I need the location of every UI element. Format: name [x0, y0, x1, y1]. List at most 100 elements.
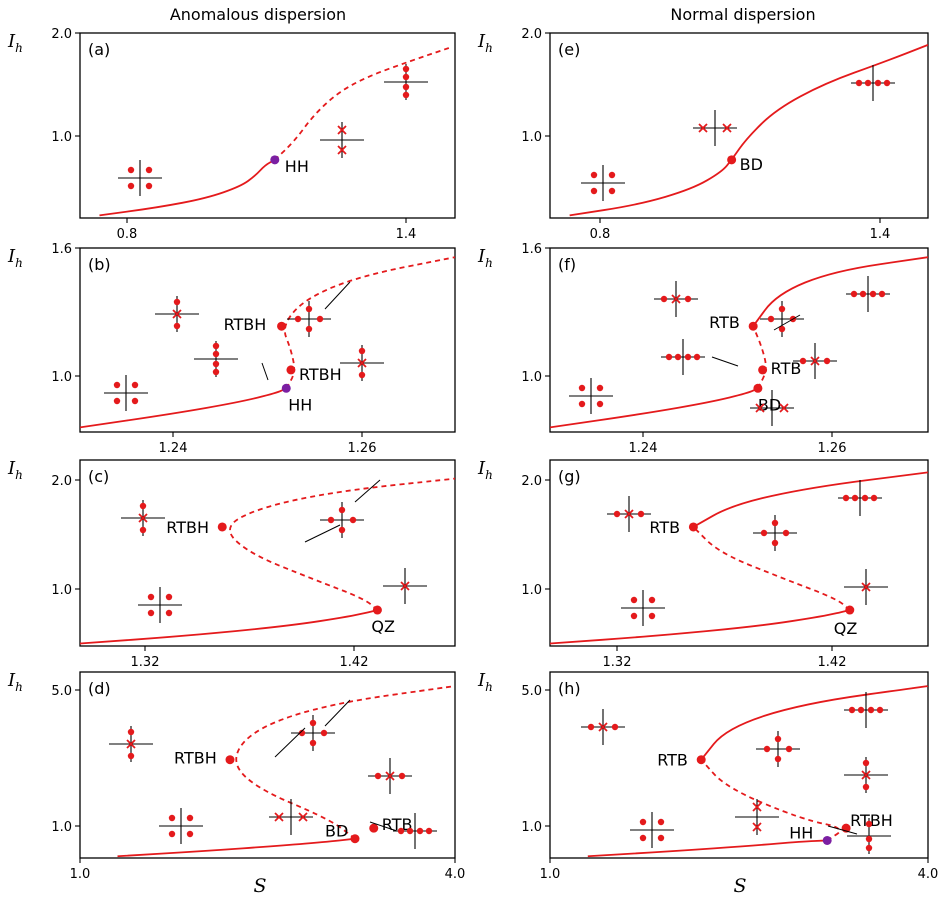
bifurcation-label: QZ	[371, 617, 395, 636]
bifurcation-point-rtb	[749, 322, 758, 331]
y-tick-label: 1.0	[51, 820, 72, 835]
x-tick-label: 0.8	[590, 227, 611, 242]
y-axis-label: Ih	[477, 670, 493, 694]
eigenvalue-dot	[399, 773, 405, 779]
eigenvalue-dot	[114, 398, 120, 404]
eigenvalue-inset	[384, 64, 428, 100]
panel-frame	[80, 33, 455, 218]
x-axis-label-right: S	[733, 875, 746, 897]
eigenvalue-dot	[694, 354, 700, 360]
y-tick-label: 2.0	[521, 27, 542, 42]
eigenvalue-dot	[169, 815, 175, 821]
eigenvalue-dot	[403, 84, 409, 90]
unstable-branch	[701, 760, 839, 841]
bifurcation-point-bd	[753, 384, 762, 393]
panel-letter: (b)	[88, 255, 111, 274]
panel-h: 1.0 4.0 1.0 5.0 Ih (h) RTB RTBH HH	[477, 670, 938, 882]
bifurcation-label: RTB	[649, 518, 680, 537]
y-axis-label: Ih	[477, 458, 493, 482]
eigenvalue-dot	[187, 831, 193, 837]
y-axis-label: Ih	[7, 458, 23, 482]
eigenvalue-inset	[753, 515, 797, 551]
eigenvalue-dot	[772, 520, 778, 526]
eigenvalue-dot	[879, 291, 885, 297]
eigenvalue-dot	[187, 815, 193, 821]
stable-branch	[99, 160, 274, 216]
eigenvalue-dot	[775, 736, 781, 742]
eigenvalue-dot	[638, 511, 644, 517]
eigenvalue-inset	[607, 496, 651, 532]
eigenvalue-inset	[846, 276, 890, 312]
eigenvalue-dot	[140, 503, 146, 509]
y-axis-label: Ih	[477, 31, 493, 55]
x-tick-label: 1.26	[348, 441, 377, 456]
x-tick-label: 1.32	[131, 655, 160, 670]
eigenvalue-inset	[320, 502, 364, 538]
eigenvalue-dot	[591, 188, 597, 194]
bifurcation-label: BD	[758, 395, 781, 414]
eigenvalue-inset	[194, 341, 238, 377]
panel-frame	[550, 248, 928, 432]
y-tick-label: 1.0	[51, 130, 72, 145]
eigenvalue-inset	[383, 568, 427, 604]
y-axis-label: Ih	[7, 670, 23, 694]
eigenvalue-dot	[148, 610, 154, 616]
panel-letter: (f)	[558, 255, 576, 274]
eigenvalue-inset	[844, 757, 888, 793]
eigenvalue-dot	[877, 707, 883, 713]
y-axis-label: Ih	[7, 31, 23, 55]
leader-line	[774, 315, 800, 330]
eigenvalue-dot	[597, 401, 603, 407]
eigenvalue-inset	[838, 480, 882, 516]
bifurcation-point-hh	[282, 384, 291, 393]
eigenvalue-inset	[581, 709, 625, 745]
eigenvalue-dot	[658, 835, 664, 841]
bifurcation-label: RTBH	[850, 811, 893, 830]
eigenvalue-dot	[860, 291, 866, 297]
eigenvalue-inset	[109, 726, 153, 762]
bifurcation-point-rtbh	[226, 755, 235, 764]
eigenvalue-dot	[871, 495, 877, 501]
eigenvalue-dot	[870, 291, 876, 297]
bifurcation-label: HH	[285, 157, 309, 176]
bifurcation-point-rtb	[758, 365, 767, 374]
eigenvalue-dot	[132, 382, 138, 388]
x-tick-label: 0.8	[117, 227, 138, 242]
leader-line	[275, 728, 305, 757]
bifurcation-label: RTB	[657, 751, 688, 770]
eigenvalue-dot	[426, 828, 432, 834]
unstable-branch	[275, 48, 450, 160]
column-title-normal: Normal dispersion	[670, 5, 815, 24]
y-tick-label: 1.0	[521, 583, 542, 598]
eigenvalue-dot	[328, 517, 334, 523]
eigenvalue-dot	[609, 188, 615, 194]
bifurcation-label: RTBH	[299, 365, 342, 384]
panel-g: 1.32 1.42 1.0 2.0 Ih (g) RTB QZ	[477, 458, 928, 670]
eigenvalue-dot	[658, 819, 664, 825]
panel-letter: (e)	[558, 40, 580, 59]
panel-a: 0.8 1.4 1.0 2.0 Ih (a) HH	[7, 27, 455, 242]
eigenvalue-dot	[843, 495, 849, 501]
eigenvalue-dot	[350, 517, 356, 523]
eigenvalue-inset	[138, 587, 182, 623]
eigenvalue-inset	[760, 301, 804, 337]
x-tick-label: 1.26	[818, 441, 847, 456]
eigenvalue-inset	[121, 500, 165, 536]
eigenvalue-dot	[588, 724, 594, 730]
eigenvalue-dot	[295, 316, 301, 322]
panel-d: 1.0 4.01.05.0Ih (d)RTBHRTBBD	[7, 670, 465, 882]
x-tick-label: 1.42	[818, 655, 847, 670]
eigenvalue-dot	[852, 495, 858, 501]
x-tick-label: 1.0	[70, 867, 91, 882]
eigenvalue-dot	[849, 707, 855, 713]
eigenvalue-dot	[631, 613, 637, 619]
panel-letter: (g)	[558, 467, 581, 486]
eigenvalue-dot	[375, 773, 381, 779]
stable-branch-upper	[701, 686, 928, 760]
eigenvalue-dot	[779, 306, 785, 312]
bifurcation-point-rtbh	[218, 522, 227, 531]
eigenvalue-dot	[649, 597, 655, 603]
eigenvalue-dot	[685, 354, 691, 360]
stable-branch	[80, 610, 377, 643]
